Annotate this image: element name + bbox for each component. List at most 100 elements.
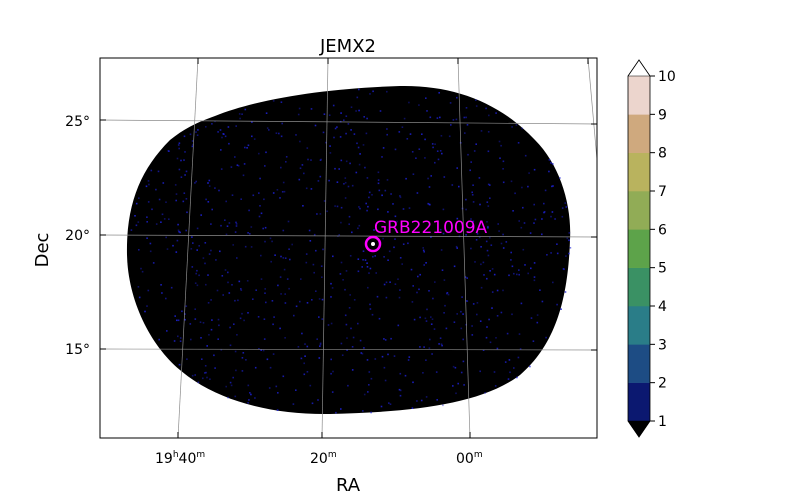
count-pixel <box>471 325 473 327</box>
count-pixel <box>377 208 379 211</box>
count-pixel <box>279 197 281 199</box>
count-pixel <box>303 172 305 175</box>
count-pixel <box>353 299 356 301</box>
count-pixel <box>390 337 392 340</box>
count-pixel <box>548 170 550 173</box>
count-pixel <box>175 251 178 253</box>
count-pixel <box>230 166 233 168</box>
count-pixel <box>350 327 352 330</box>
count-pixel <box>431 353 433 355</box>
count-pixel <box>271 300 274 302</box>
count-pixel <box>242 174 245 177</box>
count-pixel <box>480 263 482 266</box>
count-pixel <box>255 289 257 291</box>
count-pixel <box>279 327 281 330</box>
count-pixel <box>475 143 477 145</box>
count-pixel <box>206 345 208 347</box>
count-pixel <box>306 147 309 149</box>
count-pixel <box>369 308 372 310</box>
count-pixel <box>520 226 523 229</box>
count-pixel <box>207 182 209 184</box>
count-pixel <box>220 349 223 351</box>
count-pixel <box>288 287 290 290</box>
count-pixel <box>521 127 523 130</box>
count-pixel <box>377 171 380 174</box>
count-pixel <box>457 382 459 385</box>
count-pixel <box>368 384 370 386</box>
count-pixel <box>319 175 322 178</box>
count-pixel <box>330 296 332 298</box>
count-pixel <box>192 143 194 146</box>
count-pixel <box>479 203 481 206</box>
count-pixel <box>568 239 570 242</box>
count-pixel <box>460 327 463 330</box>
count-pixel <box>333 136 335 139</box>
count-pixel <box>421 133 423 135</box>
count-pixel <box>176 239 179 242</box>
count-pixel <box>399 257 402 259</box>
count-pixel <box>366 359 369 361</box>
count-pixel <box>186 358 188 360</box>
count-pixel <box>204 242 207 244</box>
count-pixel <box>343 183 345 185</box>
count-pixel <box>315 290 317 292</box>
count-pixel <box>235 221 237 224</box>
count-pixel <box>234 299 236 302</box>
count-pixel <box>394 238 396 240</box>
count-pixel <box>165 297 167 300</box>
count-pixel <box>502 233 504 236</box>
count-pixel <box>234 156 236 158</box>
count-pixel <box>476 302 479 304</box>
count-pixel <box>313 233 316 236</box>
count-pixel <box>247 312 249 314</box>
count-pixel <box>358 206 360 208</box>
count-pixel <box>387 259 389 261</box>
count-pixel <box>372 255 374 258</box>
count-pixel <box>554 218 556 220</box>
count-pixel <box>286 278 289 280</box>
count-pixel <box>306 345 309 348</box>
count-pixel <box>556 303 558 306</box>
count-pixel <box>205 198 207 201</box>
count-pixel <box>291 243 293 246</box>
count-pixel <box>178 147 180 150</box>
count-pixel <box>273 316 275 318</box>
count-pixel <box>207 302 210 304</box>
count-pixel <box>137 221 140 223</box>
count-pixel <box>260 254 262 257</box>
count-pixel <box>434 281 436 283</box>
count-pixel <box>487 131 490 133</box>
count-pixel <box>480 286 483 289</box>
count-pixel <box>479 320 482 322</box>
count-pixel <box>173 340 176 342</box>
count-pixel <box>438 343 440 345</box>
count-pixel <box>486 326 488 328</box>
count-pixel <box>194 374 196 376</box>
count-pixel <box>205 126 207 128</box>
count-pixel <box>183 159 185 161</box>
count-pixel <box>411 301 414 303</box>
count-pixel <box>363 116 365 118</box>
count-pixel <box>270 260 272 263</box>
count-pixel <box>408 356 411 358</box>
count-pixel <box>265 151 267 154</box>
count-pixel <box>367 205 369 208</box>
colorbar-tick-label: 3 <box>658 337 667 353</box>
count-pixel <box>198 274 200 277</box>
count-pixel <box>284 337 286 339</box>
count-pixel <box>377 179 380 181</box>
count-pixel <box>476 313 478 316</box>
count-pixel <box>272 353 275 355</box>
count-pixel <box>369 93 371 95</box>
count-pixel <box>471 334 474 336</box>
count-pixel <box>180 176 183 178</box>
count-pixel <box>227 126 230 128</box>
count-pixel <box>341 354 344 356</box>
count-pixel <box>264 288 266 290</box>
count-pixel <box>533 262 536 264</box>
count-pixel <box>194 182 196 184</box>
count-pixel <box>239 317 242 320</box>
count-pixel <box>217 318 220 321</box>
count-pixel <box>463 116 466 119</box>
count-pixel <box>145 185 148 188</box>
